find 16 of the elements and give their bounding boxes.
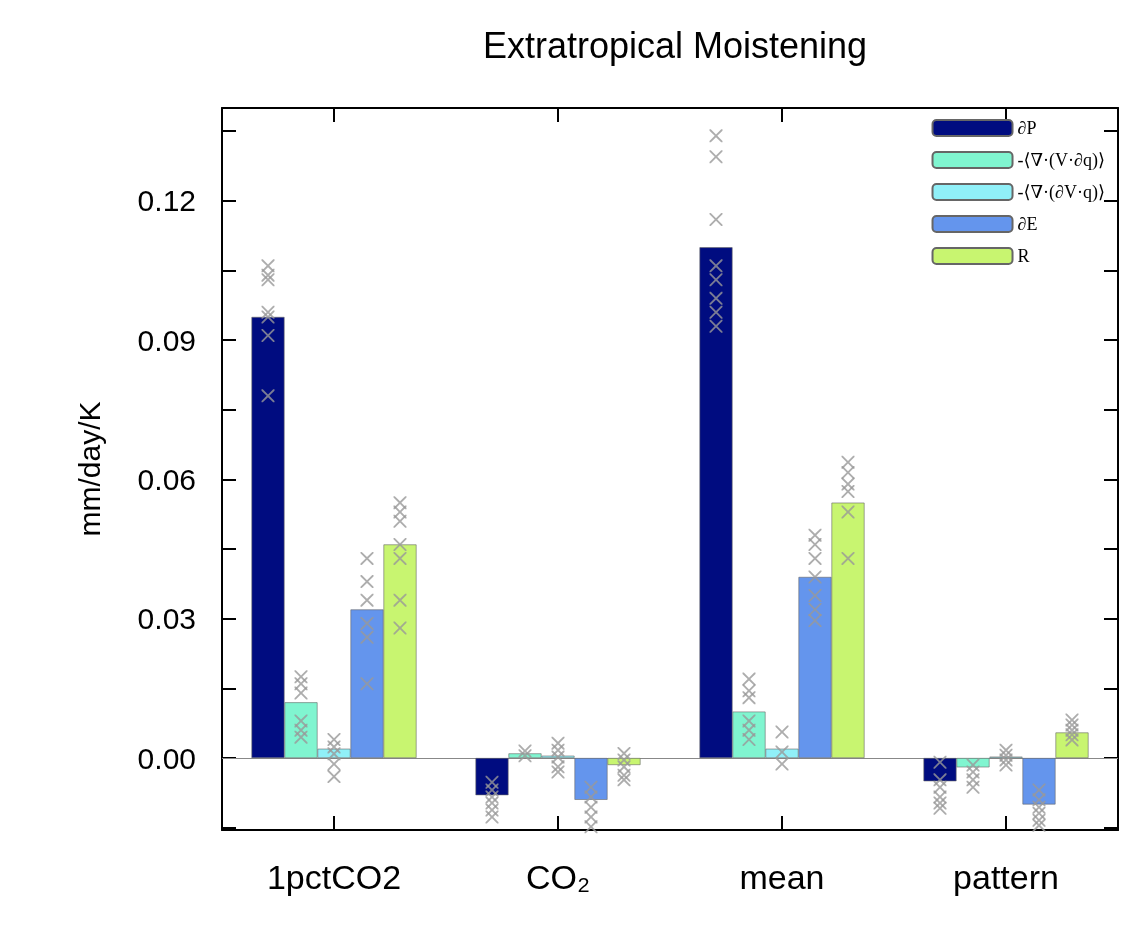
x-tick-label: 1pctCO2 — [266, 858, 402, 896]
legend-label: R — [1017, 246, 1030, 266]
y-tick-label: 0.12 — [137, 184, 196, 218]
legend-label: -⟨∇·(∂V·q)⟩ — [1017, 182, 1106, 203]
legend-label: -⟨∇·(V·∂q)⟩ — [1017, 150, 1106, 171]
y-tick-label: 0.06 — [137, 462, 196, 496]
x-tick-label: pattern — [953, 858, 1059, 896]
legend-label: ∂E — [1017, 214, 1038, 234]
y-tick-label: 0.09 — [137, 323, 196, 357]
chart-title: Extratropical Moistening — [482, 24, 868, 66]
x-tick-label: mean — [739, 858, 825, 896]
legend-label: ∂P — [1017, 118, 1037, 138]
x-tick-label: CO₂ — [525, 858, 591, 896]
y-tick-label: 0.03 — [137, 602, 196, 636]
y-tick-label: 0.00 — [137, 741, 196, 775]
y-axis-title: mm/day/K — [72, 401, 106, 537]
